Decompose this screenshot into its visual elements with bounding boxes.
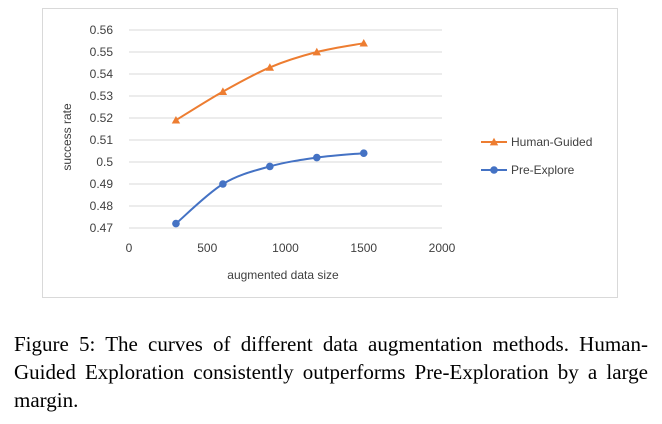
- y-tick-label: 0.56: [90, 23, 114, 37]
- y-tick-label: 0.5: [96, 155, 113, 169]
- pre-explore-point: [359, 149, 368, 157]
- pre-explore-point: [313, 153, 321, 162]
- y-tick-label: 0.48: [90, 199, 114, 213]
- human-guided-point: [312, 47, 321, 56]
- x-tick-label: 0: [126, 241, 133, 255]
- y-tick-label: 0.54: [90, 67, 114, 81]
- legend: Human-Guided Pre-Explore: [481, 135, 592, 177]
- y-tick-label: 0.51: [90, 133, 114, 147]
- y-tick-label: 0.47: [90, 221, 114, 235]
- y-tick-label: 0.52: [90, 111, 114, 125]
- human-guided-point: [359, 39, 368, 47]
- human-guided-legend-marker: [489, 137, 499, 146]
- pre-explore-legend-label: Pre-Explore: [511, 163, 575, 177]
- line-chart: 0.560.550.540.530.520.510.50.490.480.47 …: [60, 23, 592, 282]
- y-tick-labels: 0.56 0.55 0.54 0.53 0.52 0.51 0.5 0.49 0.48 0.47: [90, 23, 114, 235]
- x-tick-label: 1500: [350, 241, 377, 255]
- figure-caption: Figure 5: The curves of different data a…: [14, 332, 648, 412]
- x-axis-title: augmented data size: [227, 268, 339, 282]
- y-tick-label: 0.49: [90, 177, 114, 191]
- gridlines: [129, 29, 442, 229]
- pre-explore-point: [219, 180, 227, 188]
- human-guided-point: [218, 87, 228, 95]
- y-axis-title: success rate: [60, 103, 74, 171]
- human-guided-legend-label: Human-Guided: [511, 135, 592, 149]
- x-tick-label: 500: [197, 241, 217, 255]
- human-guided-point: [265, 63, 275, 71]
- y-tick-label: 0.55: [90, 45, 114, 59]
- pre-explore-point: [172, 219, 180, 228]
- human-guided-point: [171, 116, 181, 124]
- chart-frame: 0.56 0.55 0.54 0.53 0.52 0.51 0.5 0.49 0.48 0.47 …: [42, 8, 618, 298]
- x-tick-labels: 0 500 1000 1500 2000: [126, 241, 456, 255]
- series-lines: [171, 39, 368, 228]
- y-tick-label: 0.53: [90, 89, 114, 103]
- pre-explore-point: [266, 162, 274, 171]
- human-guided-line: [175, 42, 364, 122]
- x-tick-label: 2000: [429, 241, 456, 255]
- pre-explore-legend-marker: [490, 166, 498, 174]
- x-tick-label: 1000: [272, 241, 299, 255]
